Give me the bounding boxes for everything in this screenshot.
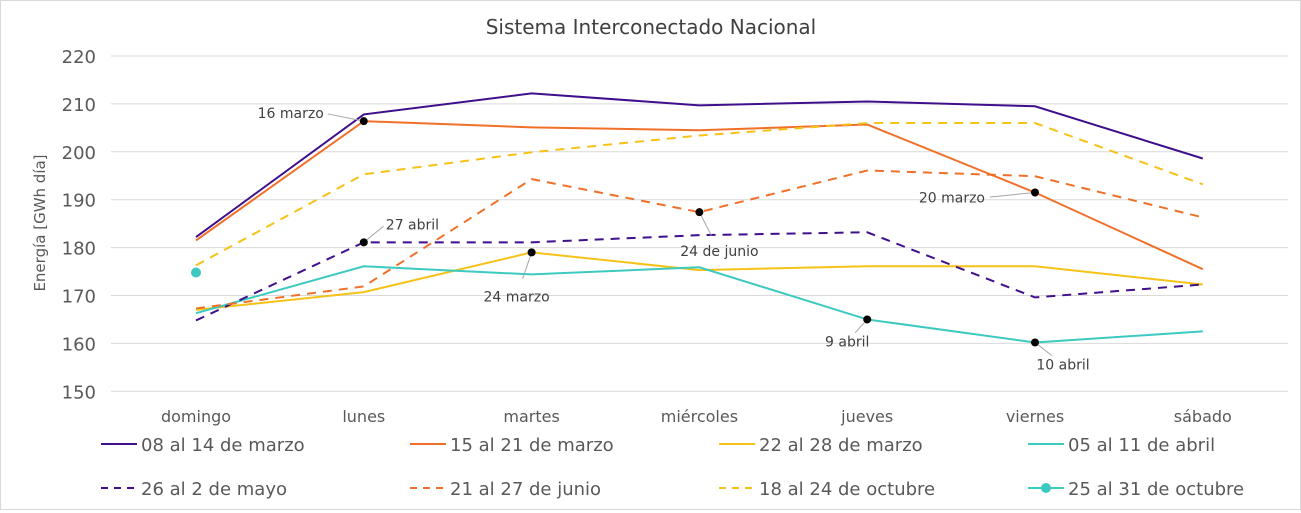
y-tick-label: 150 <box>62 382 96 403</box>
x-tick-label: jueves <box>840 407 893 426</box>
x-tick-label: miércoles <box>661 407 738 426</box>
legend-label: 25 al 31 de octubre <box>1068 479 1244 500</box>
annotation-marker <box>527 248 536 257</box>
legend-label: 08 al 14 de marzo <box>141 435 305 456</box>
series-line-6 <box>195 122 1204 267</box>
y-tick-label: 200 <box>62 143 96 164</box>
legend-item: 22 al 28 de marzo <box>719 435 923 456</box>
y-tick-label: 220 <box>62 47 96 68</box>
annotation-marker <box>1031 188 1039 197</box>
legend-item: 08 al 14 de marzo <box>101 435 305 456</box>
annotation-label: 27 abril <box>386 217 439 233</box>
legend-label: 05 al 11 de abril <box>1068 435 1215 456</box>
annotation-label: 20 marzo <box>919 191 985 207</box>
legend-label: 15 al 21 de marzo <box>450 435 614 456</box>
y-tick-label: 210 <box>62 95 96 116</box>
y-axis-label: Energía [GWh día] <box>31 154 49 291</box>
data-point-marker <box>191 267 201 278</box>
annotation-leader <box>363 225 384 243</box>
series-line-0 <box>195 92 1204 238</box>
annotation-leader <box>698 211 712 236</box>
annotation-label: 9 abril <box>825 334 869 350</box>
legend-item: 21 al 27 de junio <box>410 479 601 500</box>
x-tick-label: sábado <box>1174 407 1232 426</box>
y-tick-label: 190 <box>62 191 96 212</box>
annotation-marker <box>359 117 368 126</box>
series-line-4 <box>195 231 1203 322</box>
legend-marker <box>1041 483 1051 493</box>
legend-label: 22 al 28 de marzo <box>759 435 923 456</box>
legend-label: 18 al 24 de octubre <box>759 479 935 500</box>
annotation-leader <box>522 252 533 279</box>
annotation-label: 24 de junio <box>680 244 758 260</box>
y-tick-label: 170 <box>62 287 96 308</box>
x-tick-label: viernes <box>1006 407 1064 426</box>
annotation-label: 24 marzo <box>484 289 550 305</box>
annotation-marker <box>359 238 368 247</box>
legend-item: 26 al 2 de mayo <box>101 479 287 500</box>
annotation-leader <box>989 192 1036 198</box>
x-tick-label: domingo <box>161 407 231 426</box>
legend-item: 18 al 24 de octubre <box>719 479 935 500</box>
y-tick-label: 180 <box>62 239 96 260</box>
chart-title: Sistema Interconectado Nacional <box>486 15 817 39</box>
annotation-label: 10 abril <box>1036 357 1089 373</box>
annotation-marker <box>1031 338 1039 347</box>
annotation-label: 16 marzo <box>258 106 324 122</box>
legend-label: 26 al 2 de mayo <box>141 479 287 500</box>
annotation-marker <box>863 315 872 324</box>
annotation-marker <box>695 208 704 217</box>
legend-item: 25 al 31 de octubre <box>1028 479 1244 500</box>
legend-label: 21 al 27 de junio <box>450 479 601 500</box>
legend-item: 05 al 11 de abril <box>1028 435 1215 456</box>
y-tick-label: 160 <box>62 334 96 355</box>
annotation-leader <box>327 113 364 122</box>
legend-item: 15 al 21 de marzo <box>410 435 614 456</box>
x-tick-label: lunes <box>342 407 385 426</box>
x-tick-label: martes <box>503 407 559 426</box>
series-line-3 <box>195 265 1203 344</box>
series-line-5 <box>195 169 1204 310</box>
series-line-2 <box>195 251 1203 311</box>
